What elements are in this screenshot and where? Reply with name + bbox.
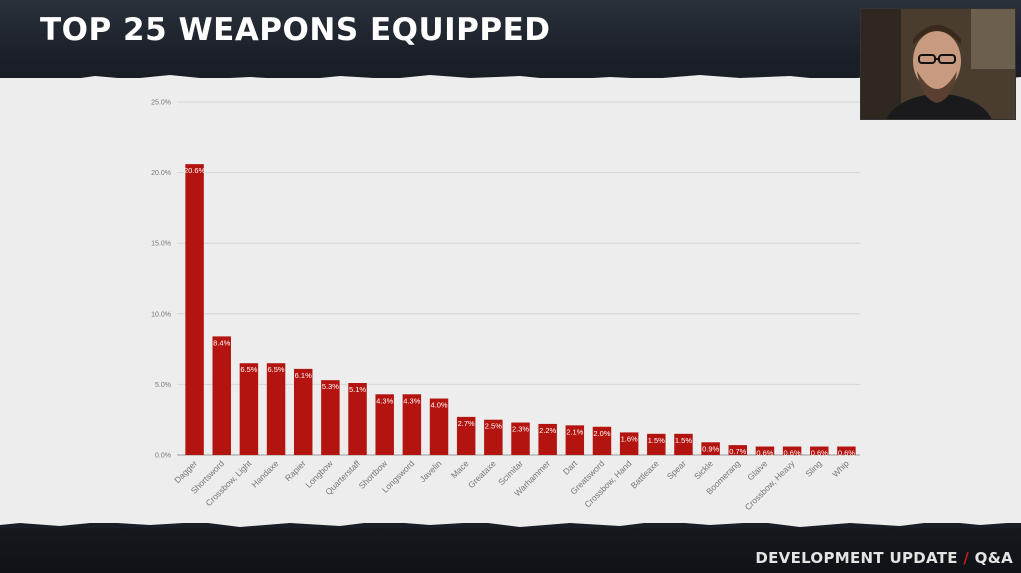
y-tick-label: 15.0% xyxy=(151,241,171,248)
bar xyxy=(402,394,422,455)
x-tick-label: Rapier xyxy=(283,458,308,483)
bar xyxy=(538,423,557,455)
x-tick-label: Crossbow, Heavy xyxy=(743,458,797,512)
bar xyxy=(619,432,639,455)
data-label: 5.1% xyxy=(349,385,366,394)
data-label: 1.6% xyxy=(621,434,638,443)
bar xyxy=(701,442,720,455)
y-tick-label: 5.0% xyxy=(155,382,171,389)
y-tick-label: 20.0% xyxy=(151,170,171,177)
data-label: 8.4% xyxy=(213,338,230,347)
bar xyxy=(429,398,449,455)
x-tick-label: Sling xyxy=(803,458,824,479)
data-label: 0.6% xyxy=(811,449,828,458)
bar xyxy=(837,446,856,455)
data-label: 2.3% xyxy=(512,425,529,434)
data-label: 1.5% xyxy=(648,436,665,445)
data-label: 0.6% xyxy=(756,449,773,458)
bar xyxy=(484,419,503,455)
bar xyxy=(592,426,612,455)
footer-band xyxy=(0,528,1021,573)
bar xyxy=(565,425,585,455)
data-label: 6.5% xyxy=(240,365,257,374)
x-tick-label: Mace xyxy=(449,458,471,480)
footer-qa: Q&A xyxy=(974,549,1013,567)
x-tick-label: Sickle xyxy=(692,458,715,481)
y-tick-label: 25.0% xyxy=(151,100,171,107)
bar xyxy=(266,363,286,455)
data-label: 20.6% xyxy=(184,166,206,175)
bar xyxy=(810,446,829,455)
bar xyxy=(511,422,530,455)
bar xyxy=(348,382,367,455)
x-tick-label: Javelin xyxy=(418,458,444,484)
webcam-overlay xyxy=(860,8,1016,120)
data-label: 2.2% xyxy=(539,426,556,435)
x-tick-label: Dart xyxy=(561,458,580,477)
x-tick-label: Battleaxe xyxy=(629,458,661,490)
footer-text: DEVELOPMENT UPDATE xyxy=(755,549,958,567)
data-label: 4.3% xyxy=(403,396,420,405)
data-label: 4.0% xyxy=(430,401,447,410)
bar xyxy=(755,446,775,455)
x-tick-label: Glaive xyxy=(745,458,769,482)
bar xyxy=(782,446,802,455)
data-label: 2.0% xyxy=(593,429,610,438)
data-label: 5.3% xyxy=(322,382,339,391)
data-label: 1.5% xyxy=(675,436,692,445)
x-tick-label: Spear xyxy=(665,458,688,481)
bar xyxy=(674,433,693,455)
data-label: 0.6% xyxy=(784,449,801,458)
bar xyxy=(239,363,259,455)
data-label: 4.3% xyxy=(376,396,393,405)
data-label: 0.9% xyxy=(702,444,719,453)
bar xyxy=(728,445,748,455)
x-tick-label: Crossbow, Hand xyxy=(582,458,633,509)
torn-paper-bottom-edge xyxy=(0,516,1021,527)
bar xyxy=(647,433,666,455)
data-label: 2.7% xyxy=(458,419,475,428)
bar xyxy=(185,164,204,456)
x-tick-label: Greataxe xyxy=(466,458,498,490)
x-tick-label: Handaxe xyxy=(249,458,280,489)
footer-separator: / xyxy=(963,549,970,567)
y-tick-label: 0.0% xyxy=(155,453,171,460)
data-label: 2.5% xyxy=(485,422,502,431)
page-title: TOP 25 WEAPONS EQUIPPED xyxy=(40,12,551,48)
y-tick-label: 10.0% xyxy=(151,311,171,318)
bar xyxy=(456,416,476,455)
data-label: 6.1% xyxy=(295,371,312,380)
data-label: 0.7% xyxy=(729,447,746,456)
presenter-image xyxy=(861,9,1015,119)
x-tick-label: Whip xyxy=(830,458,851,479)
bar xyxy=(321,380,340,455)
footer-label: DEVELOPMENT UPDATE / Q&A xyxy=(755,549,1013,567)
bar xyxy=(375,394,394,455)
data-label: 0.6% xyxy=(838,449,855,458)
data-label: 2.1% xyxy=(566,427,583,436)
data-label: 6.5% xyxy=(268,365,285,374)
bar xyxy=(212,336,231,455)
bar xyxy=(293,368,313,455)
